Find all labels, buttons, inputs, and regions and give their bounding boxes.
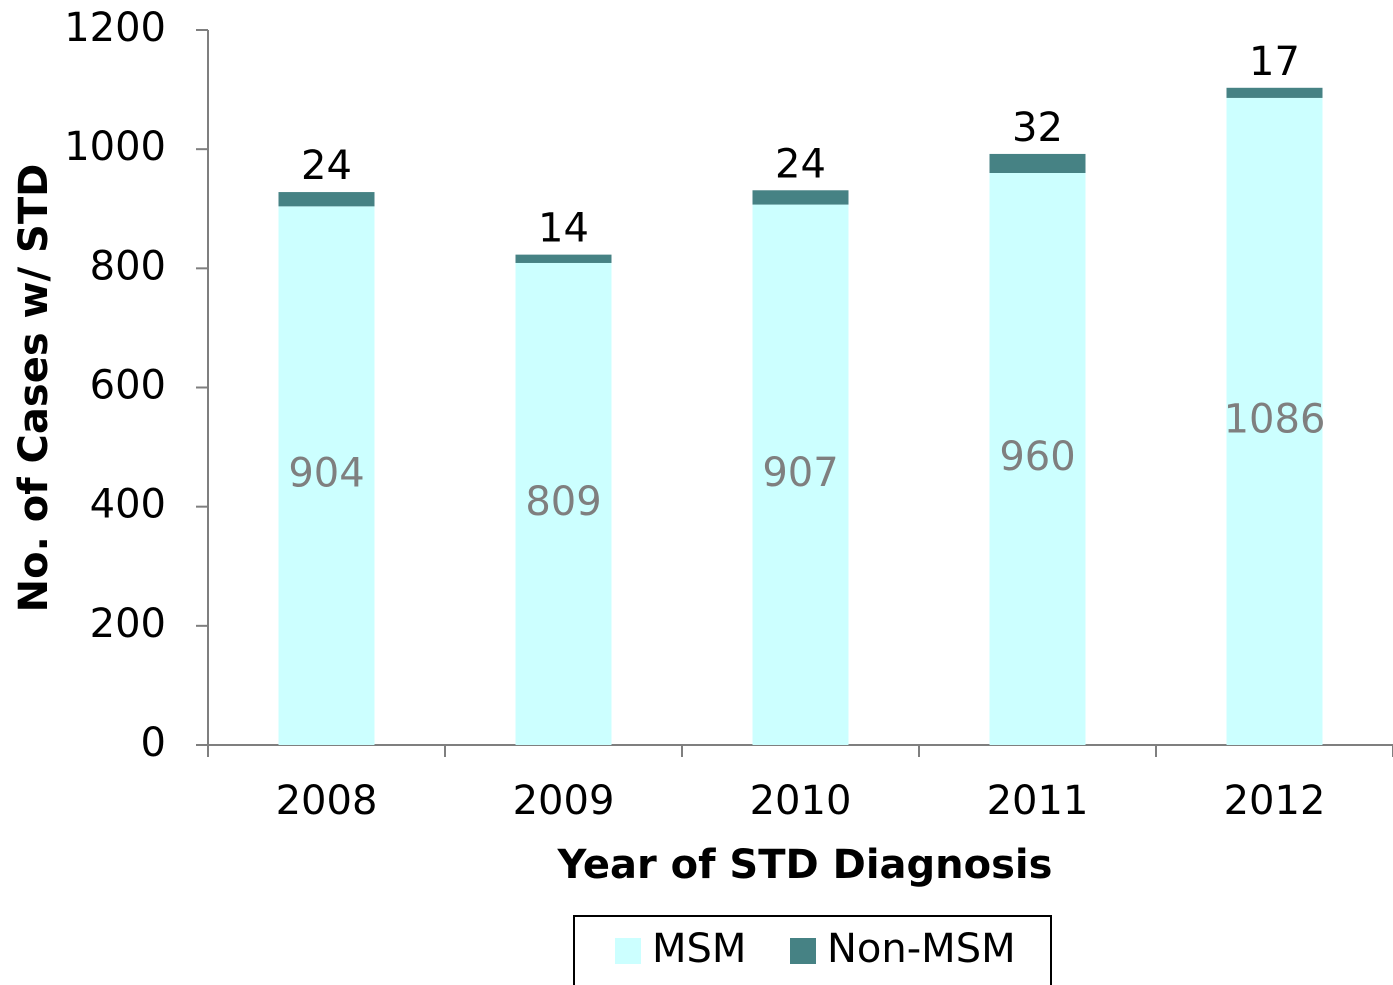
bar-segment [278, 206, 375, 745]
bar-segment [1226, 97, 1323, 746]
data-label: 32 [1012, 105, 1063, 151]
data-label: 24 [301, 143, 352, 189]
bar-segment [515, 254, 612, 263]
data-label: 907 [762, 450, 838, 496]
y-tick-label: 400 [90, 482, 166, 528]
data-label: 14 [538, 206, 589, 252]
data-label: 17 [1249, 39, 1300, 85]
y-tick-label: 1200 [64, 5, 166, 51]
y-axis-title: No. of Cases w/ STD [11, 164, 57, 613]
x-axis-title: Year of STD Diagnosis [557, 842, 1053, 888]
bar-segment [278, 192, 375, 207]
y-tick-label: 600 [90, 363, 166, 409]
bar-segment [515, 262, 612, 745]
data-label: 809 [525, 479, 601, 525]
y-tick-label: 0 [141, 720, 166, 766]
bar-segment [989, 173, 1086, 745]
data-label: 904 [288, 451, 364, 497]
y-tick-label: 1000 [64, 124, 166, 170]
x-tick-label: 2012 [1224, 778, 1326, 824]
legend-label: Non-MSM [827, 926, 1016, 972]
x-tick-label: 2010 [750, 778, 852, 824]
legend-swatch [615, 938, 641, 964]
data-label: 960 [999, 434, 1075, 480]
y-tick-label: 800 [90, 243, 166, 289]
bar-segment [752, 190, 849, 205]
x-tick-label: 2008 [276, 778, 378, 824]
bar-segment [1226, 87, 1323, 98]
x-tick-label: 2009 [513, 778, 615, 824]
bar-segment [752, 204, 849, 745]
bar-segment [989, 153, 1086, 173]
data-label: 24 [775, 141, 826, 187]
legend-swatch [790, 938, 816, 964]
legend-box [573, 915, 1052, 985]
legend-label: MSM [652, 926, 746, 972]
y-tick-label: 200 [90, 601, 166, 647]
x-tick-label: 2011 [987, 778, 1089, 824]
data-label: 1086 [1224, 396, 1326, 442]
